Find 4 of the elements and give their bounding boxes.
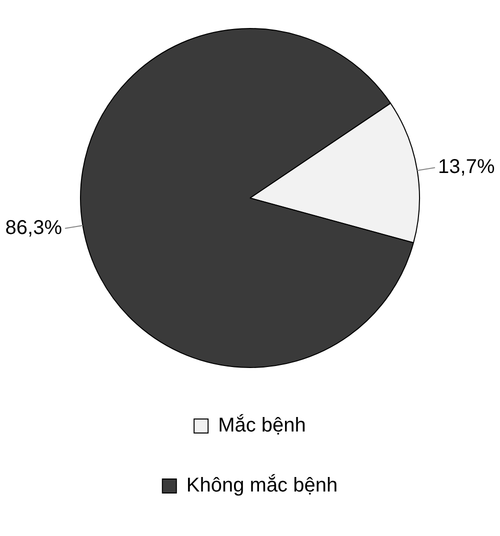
legend-label: Mắc bệnh <box>218 414 306 437</box>
data-label: 13,7% <box>438 156 495 178</box>
data-label: 86,3% <box>5 216 62 239</box>
legend-label: Không mắc bệnh <box>186 474 338 497</box>
